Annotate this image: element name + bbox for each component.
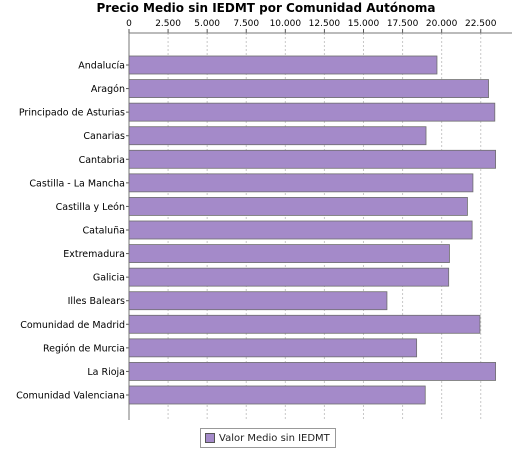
category-label: Principado de Asturias	[19, 108, 125, 119]
bar	[128, 149, 496, 169]
category-label: Cantabria	[79, 155, 125, 166]
x-tick-label: 0	[126, 19, 132, 29]
category-label: Cataluña	[82, 226, 125, 237]
bar	[128, 314, 481, 334]
legend-label: Valor Medio sin IEDMT	[219, 432, 330, 444]
category-label: La Rioja	[87, 367, 125, 378]
bar	[128, 197, 468, 216]
x-tick-label: 7.500	[233, 19, 259, 29]
category-label: Región de Murcia	[43, 343, 125, 354]
category-label: Comunidad Valenciana	[16, 391, 125, 402]
category-label: Illes Balears	[68, 296, 125, 307]
legend: Valor Medio sin IEDMT	[200, 428, 336, 448]
x-tick-label: 5.000	[194, 19, 220, 29]
x-tick-label: 20.000	[426, 19, 458, 29]
chart-title: Precio Medio sin IEDMT por Comunidad Aut…	[97, 1, 436, 15]
bar	[128, 102, 496, 122]
y-axis: Andalucía Aragón Principado de Asturias Can…	[16, 33, 130, 420]
x-axis: 0 2.500 5.000 7.500 10.000 12.500 15.000 17.500…	[126, 19, 512, 34]
bar	[128, 385, 426, 405]
bar	[128, 338, 418, 358]
x-tick-label: 17.500	[387, 19, 419, 29]
category-label: Aragón	[91, 84, 125, 95]
category-label: Galicia	[93, 273, 125, 284]
bar-chart: Precio Medio sin IEDMT por Comunidad Aut…	[16, 1, 512, 420]
legend-swatch	[205, 433, 215, 443]
bar	[128, 244, 450, 263]
category-label: Canarias	[83, 131, 125, 142]
x-tick-label: 15.000	[348, 19, 380, 29]
bars	[128, 55, 496, 405]
category-label: Comunidad de Madrid	[20, 320, 125, 331]
category-label: Extremadura	[63, 249, 125, 260]
bar	[128, 220, 473, 240]
bar	[128, 267, 450, 287]
bar	[128, 55, 438, 75]
x-tick-label: 12.500	[309, 19, 341, 29]
bar	[128, 173, 474, 193]
bar	[128, 291, 388, 311]
x-tick-label: 2.500	[155, 19, 181, 29]
category-label: Andalucía	[78, 61, 125, 72]
bar	[128, 79, 489, 98]
bar	[128, 362, 496, 381]
category-label: Castilla y León	[56, 202, 125, 213]
category-label: Castilla - La Mancha	[29, 178, 125, 189]
x-tick-label: 10.000	[270, 19, 302, 29]
bar	[128, 126, 427, 146]
x-tick-label: 22.500	[465, 19, 497, 29]
